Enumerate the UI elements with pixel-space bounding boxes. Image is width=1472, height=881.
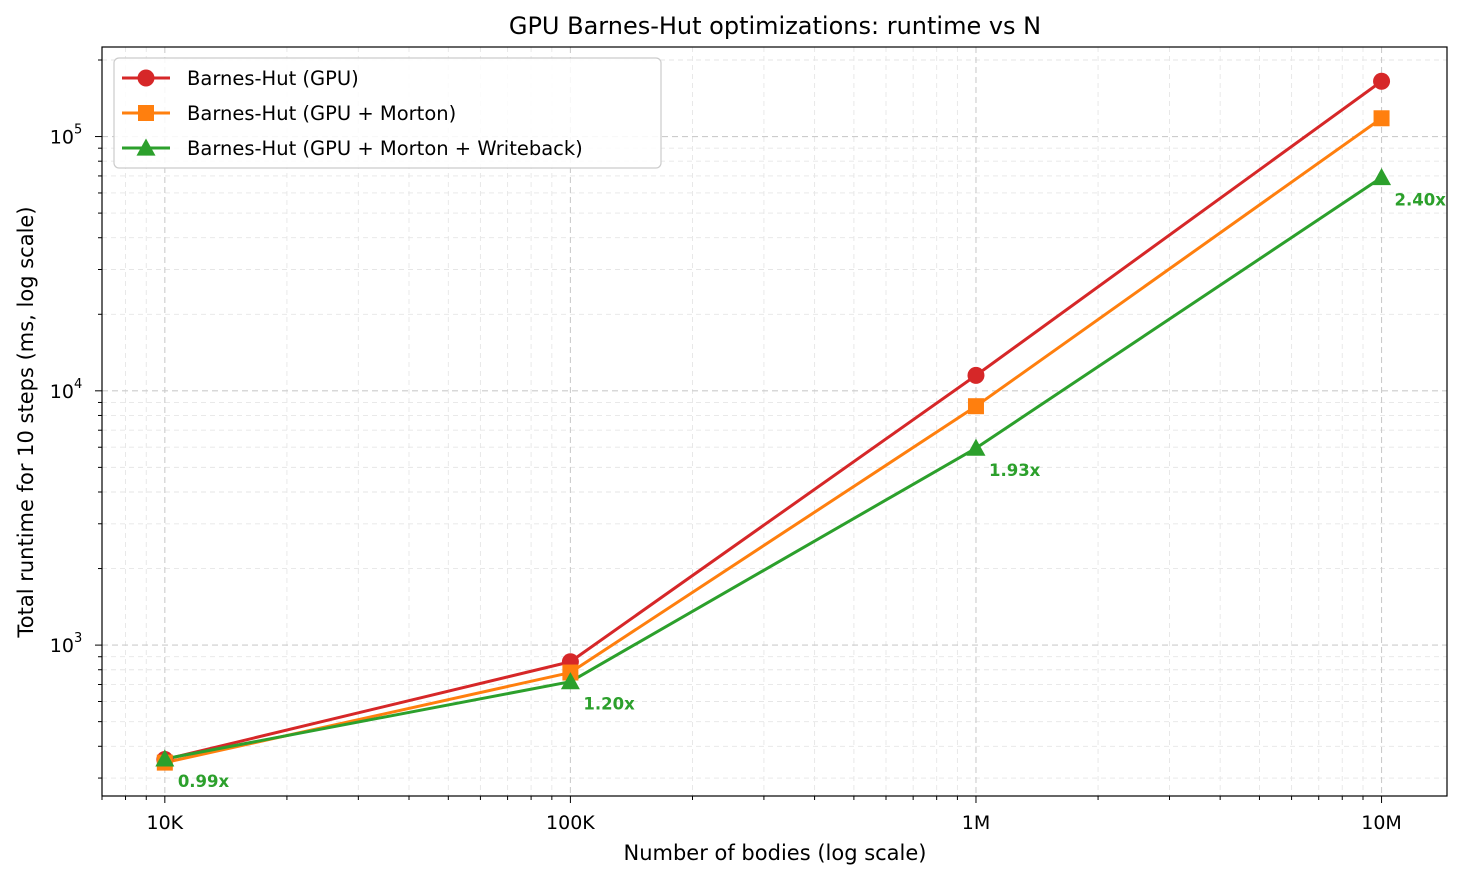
x-tick-label: 10M bbox=[1361, 812, 1402, 834]
y-tick-label: 105 bbox=[50, 123, 82, 149]
y-tick-label: 103 bbox=[50, 631, 82, 657]
x-tick-label: 100K bbox=[546, 812, 595, 834]
x-axis-label: Number of bodies (log scale) bbox=[623, 841, 926, 865]
speedup-label: 1.93x bbox=[989, 461, 1041, 480]
speedup-label: 2.40x bbox=[1395, 191, 1447, 210]
x-axis-ticks: 10K 100K 1M 10M bbox=[101, 796, 1402, 834]
legend-label-2: Barnes-Hut (GPU + Morton) bbox=[187, 102, 456, 125]
y-tick-label: 104 bbox=[50, 377, 82, 403]
legend-marker-1 bbox=[137, 69, 155, 87]
y-axis-label: Total runtime for 10 steps (ms, log scal… bbox=[14, 206, 38, 638]
series-line-1 bbox=[163, 79, 1384, 761]
speedup-label: 1.20x bbox=[583, 695, 635, 714]
series-line-2 bbox=[163, 116, 1384, 765]
speedup-annotations: 0.99x 1.20x 1.93x 2.40x bbox=[178, 191, 1446, 791]
series-3-point bbox=[560, 672, 580, 690]
legend-marker-3 bbox=[136, 138, 156, 156]
series-3-point bbox=[1372, 168, 1392, 186]
series-markers bbox=[155, 72, 1392, 771]
series-3-point bbox=[155, 749, 175, 767]
legend: Barnes-Hut (GPU) Barnes-Hut (GPU + Morton… bbox=[113, 57, 662, 169]
legend-box bbox=[113, 57, 662, 169]
grid-minor bbox=[101, 47, 1447, 796]
speedup-label: 0.99x bbox=[178, 772, 230, 791]
series-1-point bbox=[1373, 72, 1391, 90]
legend-marker-2 bbox=[138, 105, 154, 121]
x-tick-label: 1M bbox=[962, 812, 990, 834]
legend-label-3: Barnes-Hut (GPU + Morton + Writeback) bbox=[187, 137, 583, 160]
series-2-point bbox=[967, 398, 984, 415]
plot-frame bbox=[101, 46, 1448, 797]
x-tick-label: 10K bbox=[147, 812, 184, 834]
series-line-3 bbox=[163, 176, 1384, 761]
series-3-point bbox=[966, 438, 986, 456]
y-axis-ticks: 103 104 105 bbox=[50, 59, 102, 779]
series-2-point bbox=[1373, 110, 1390, 127]
series-1-point bbox=[967, 366, 985, 384]
legend-label-1: Barnes-Hut (GPU) bbox=[187, 67, 359, 90]
series-lines bbox=[163, 79, 1384, 765]
chart-title: GPU Barnes-Hut optimizations: runtime vs… bbox=[509, 12, 1041, 40]
